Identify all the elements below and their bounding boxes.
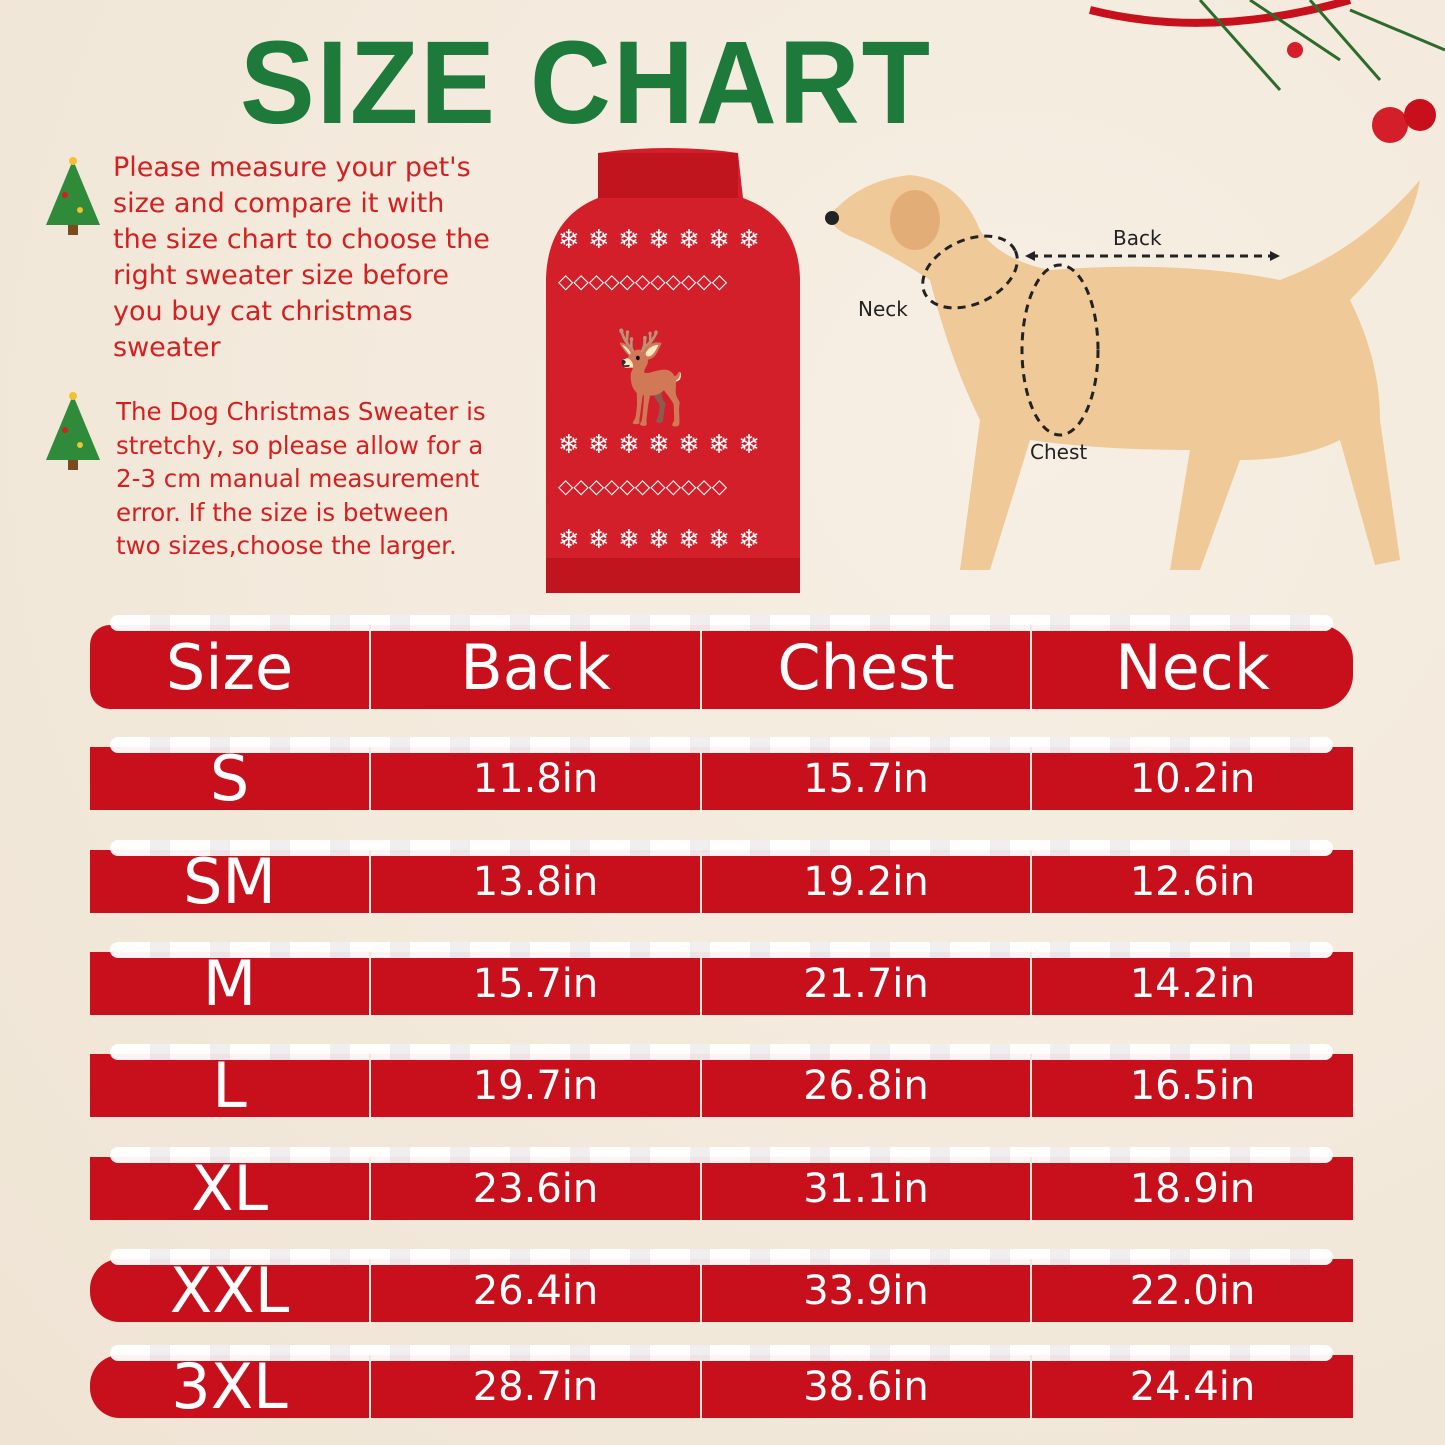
cell-chest: 19.2in	[702, 850, 1032, 913]
svg-text:🦌: 🦌	[598, 325, 710, 430]
cell-neck: 14.2in	[1129, 960, 1256, 1007]
table-row: XXL 26.4in 33.9in 22.0in	[90, 1249, 1353, 1327]
cell-neck: 12.6in	[1129, 858, 1256, 905]
neck-label: Neck	[858, 297, 908, 321]
cell-chest: 15.7in	[702, 747, 1032, 810]
cell-back: 28.7in	[371, 1355, 702, 1418]
cell-neck: 24.4in	[1129, 1363, 1256, 1410]
chest-label: Chest	[1030, 440, 1088, 464]
svg-text:❄ ❄ ❄ ❄ ❄ ❄ ❄: ❄ ❄ ❄ ❄ ❄ ❄ ❄	[558, 225, 760, 255]
table-row: 3XL 28.7in 38.6in 24.4in	[90, 1345, 1353, 1423]
cell-chest: 33.9in	[702, 1259, 1032, 1322]
cell-back: 11.8in	[371, 747, 702, 810]
header-chest: Chest	[702, 625, 1032, 709]
cell-size: 3XL	[90, 1350, 371, 1423]
svg-text:◇◇◇◇◇◇◇◇◇◇◇: ◇◇◇◇◇◇◇◇◇◇◇	[558, 269, 728, 293]
cell-neck: 18.9in	[1129, 1165, 1256, 1212]
cell-size: S	[90, 742, 371, 815]
cell-size: SM	[90, 845, 371, 918]
table-row: L 19.7in 26.8in 16.5in	[90, 1044, 1353, 1122]
table-header-row: Size Back Chest Neck	[90, 615, 1353, 709]
back-label: Back	[1113, 226, 1162, 250]
cell-size: XL	[90, 1152, 371, 1225]
christmas-tree-icon	[46, 392, 100, 470]
cell-size: L	[90, 1049, 371, 1122]
cell-back: 23.6in	[371, 1157, 702, 1220]
stretch-note: The Dog Christmas Sweater is stretchy, s…	[116, 397, 486, 560]
table-row: M 15.7in 21.7in 14.2in	[90, 942, 1353, 1020]
cell-back: 19.7in	[371, 1054, 702, 1117]
cell-neck: 10.2in	[1129, 755, 1256, 802]
svg-text:❄ ❄ ❄ ❄ ❄ ❄ ❄: ❄ ❄ ❄ ❄ ❄ ❄ ❄	[558, 430, 760, 460]
svg-text:◇◇◇◇◇◇◇◇◇◇◇: ◇◇◇◇◇◇◇◇◇◇◇	[558, 474, 728, 498]
cell-size: XXL	[90, 1254, 371, 1327]
cell-back: 26.4in	[371, 1259, 702, 1322]
sweater-image: ❄ ❄ ❄ ❄ ❄ ❄ ❄ ◇◇◇◇◇◇◇◇◇◇◇ 🦌 ❄ ❄ ❄ ❄ ❄ ❄ …	[546, 148, 800, 593]
cell-size: M	[90, 947, 371, 1020]
holly-decoration-icon	[1089, 0, 1445, 143]
header-neck: Neck	[1115, 630, 1270, 704]
header-size: Size	[90, 625, 371, 709]
cell-neck: 16.5in	[1129, 1062, 1256, 1109]
header-back: Back	[371, 625, 702, 709]
cell-chest: 21.7in	[702, 952, 1032, 1015]
measure-instructions: Please measure your pet's size and compa…	[113, 152, 490, 363]
cell-chest: 26.8in	[702, 1054, 1032, 1117]
cell-chest: 38.6in	[702, 1355, 1032, 1418]
cell-back: 13.8in	[371, 850, 702, 913]
cell-neck: 22.0in	[1129, 1267, 1256, 1314]
table-row: SM 13.8in 19.2in 12.6in	[90, 840, 1353, 918]
christmas-tree-icon	[46, 157, 100, 235]
table-row: XL 23.6in 31.1in 18.9in	[90, 1147, 1353, 1225]
page-title: SIZE CHART	[240, 16, 932, 149]
cell-back: 15.7in	[371, 952, 702, 1015]
svg-text:❄ ❄ ❄ ❄ ❄ ❄ ❄: ❄ ❄ ❄ ❄ ❄ ❄ ❄	[558, 525, 760, 555]
cell-chest: 31.1in	[702, 1157, 1032, 1220]
table-row: S 11.8in 15.7in 10.2in	[90, 737, 1353, 815]
dog-measurement-diagram	[825, 175, 1420, 570]
